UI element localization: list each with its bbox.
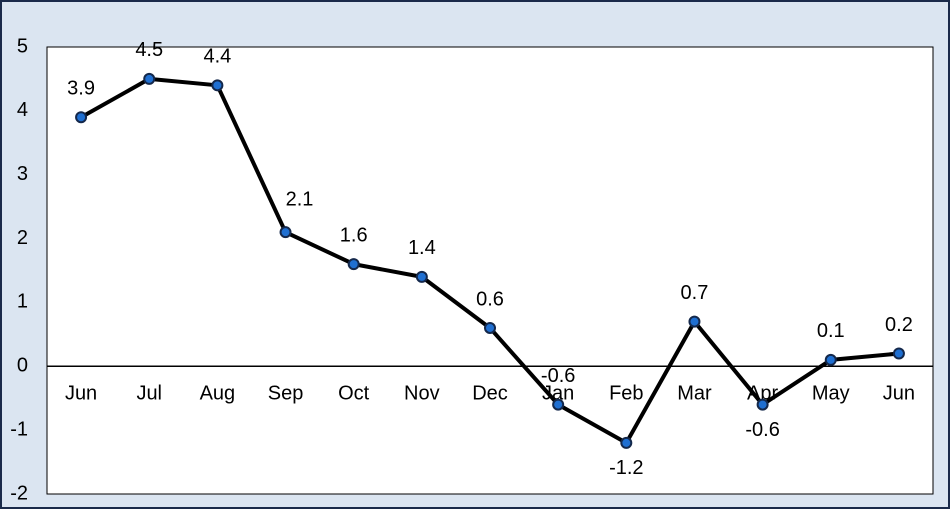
x-tick-label: Oct [338, 383, 370, 405]
data-label: 0.1 [817, 320, 845, 342]
x-tick-label: Jun [883, 383, 915, 405]
x-tick-label: Nov [404, 383, 440, 405]
x-tick-label: Aug [200, 383, 236, 405]
data-label: 0.2 [885, 314, 913, 336]
x-tick-label: Sep [268, 383, 304, 405]
data-point [211, 79, 224, 92]
x-tick-label: Feb [609, 383, 643, 405]
data-point [892, 347, 905, 360]
data-label: 2.1 [286, 188, 314, 210]
data-label: -0.6 [541, 365, 575, 387]
data-label: 0.6 [476, 288, 504, 310]
x-tick-label: Dec [472, 383, 508, 405]
data-label: -1.2 [609, 457, 643, 479]
data-label: 1.4 [408, 237, 436, 259]
data-label: 3.9 [67, 78, 95, 100]
y-tick-label: 1 [17, 291, 28, 313]
data-point [143, 72, 156, 85]
y-tick-label: 3 [17, 163, 28, 185]
x-tick-label: Jan [542, 383, 574, 405]
y-tick-label: 2 [17, 227, 28, 249]
data-point [75, 111, 88, 124]
data-label: 0.7 [681, 282, 709, 304]
x-tick-label: Jun [65, 383, 97, 405]
data-point [347, 258, 360, 271]
data-label: 4.5 [135, 39, 163, 61]
data-label: -0.6 [745, 419, 779, 441]
y-tick-label: -2 [10, 482, 28, 504]
data-point [484, 321, 496, 334]
y-tick-label: 4 [17, 99, 28, 121]
data-point [552, 398, 565, 411]
y-tick-label: 0 [17, 355, 28, 377]
x-tick-label: Jul [136, 383, 162, 405]
data-point [620, 436, 633, 449]
plot-area [46, 46, 934, 495]
y-tick-label: -1 [10, 418, 28, 440]
data-label: 1.6 [340, 224, 368, 246]
y-tick-label: 5 [17, 35, 28, 57]
data-point [279, 226, 292, 239]
x-tick-label: Mar [677, 383, 712, 405]
data-point [415, 270, 428, 283]
data-label: 4.4 [203, 46, 231, 68]
data-point [756, 398, 769, 411]
data-point [688, 315, 701, 328]
x-tick-label: May [812, 383, 850, 405]
data-point [824, 353, 837, 366]
